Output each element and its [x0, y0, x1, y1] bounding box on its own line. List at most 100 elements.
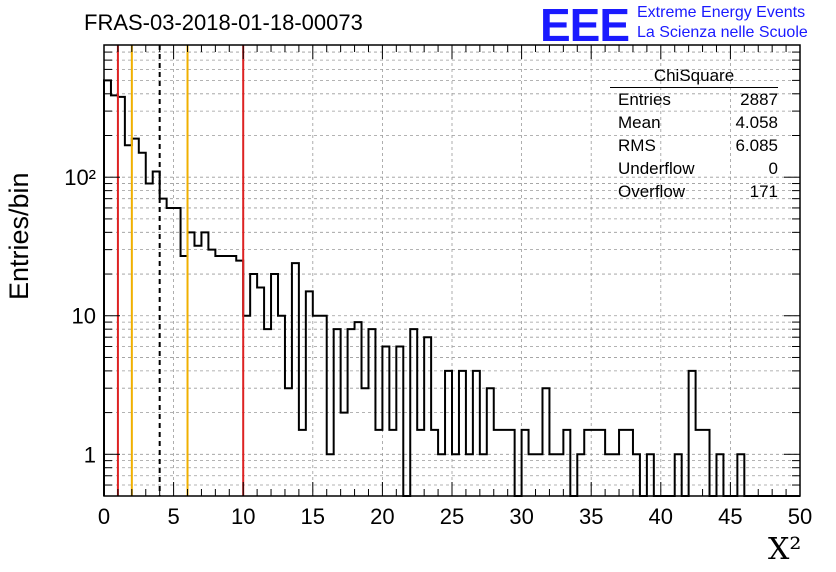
y-tick-label: 10: [72, 304, 96, 329]
histogram-bin: [341, 413, 348, 496]
histogram-bin: [494, 430, 501, 496]
histogram-bin: [375, 430, 382, 496]
stats-value: 4.058: [735, 113, 778, 132]
stats-row: Overflow 171: [610, 180, 778, 203]
histogram-bin: [647, 454, 654, 496]
chart-title: FRAS-03-2018-01-18-00073: [84, 10, 363, 35]
histogram-bin: [598, 430, 605, 496]
histogram-bin: [299, 430, 306, 496]
histogram-bin: [104, 80, 111, 496]
histogram-bin: [529, 454, 536, 496]
stats-value: 2887: [740, 90, 778, 109]
stats-title: ChiSquare: [610, 66, 778, 88]
histogram-bin: [424, 337, 431, 496]
histogram-bin: [737, 454, 744, 496]
y-tick-label: 1: [84, 442, 96, 467]
stats-row: RMS 6.085: [610, 134, 778, 157]
histogram-bin: [236, 261, 243, 496]
histogram-bin: [459, 371, 466, 496]
histogram-bin: [452, 454, 459, 496]
histogram-bin: [591, 430, 598, 496]
histogram-bin: [368, 329, 375, 496]
stats-label: Mean: [618, 113, 661, 132]
histogram-bin: [153, 171, 160, 496]
histogram-bin: [292, 263, 299, 496]
histogram-bin: [577, 454, 584, 496]
histogram-bin: [716, 454, 723, 496]
histogram-bin: [410, 329, 417, 496]
histogram-bin: [703, 430, 710, 496]
histogram-bin: [118, 97, 125, 496]
histogram-bin: [675, 454, 682, 496]
histogram-bin: [626, 430, 633, 496]
threshold-lines: [116, 45, 245, 496]
x-tick-label: 20: [370, 504, 394, 529]
x-tick-label: 45: [718, 504, 742, 529]
stats-label: Overflow: [618, 182, 686, 201]
x-tick-label: 35: [579, 504, 603, 529]
histogram-bin: [362, 388, 369, 496]
histogram-bin: [473, 371, 480, 496]
histogram-bin: [438, 454, 445, 496]
histogram-bin: [320, 316, 327, 496]
stats-row: Entries 2887: [610, 88, 778, 111]
stats-label: Entries: [618, 90, 671, 109]
stats-row: Underflow 0: [610, 157, 778, 180]
x-tick-label: 10: [231, 504, 255, 529]
histogram-bin: [522, 430, 529, 496]
stats-value: 0: [768, 159, 778, 178]
y-axis-label: Entries/bin: [4, 172, 34, 300]
eee-logo: EEE: [540, 0, 630, 51]
stats-box: ChiSquare Entries 2887 Mean 4.058 RMS 6.…: [610, 66, 778, 203]
histogram-bin: [480, 454, 487, 496]
logo-line-1: Extreme Energy Events: [637, 4, 806, 21]
stats-value: 6.085: [735, 136, 778, 155]
histogram-bin: [382, 346, 389, 496]
axes: [103, 44, 801, 497]
histogram-bin: [542, 388, 549, 496]
x-tick-label: 25: [440, 504, 464, 529]
histogram-bin: [348, 329, 355, 496]
histogram-bin: [313, 316, 320, 496]
histogram-bin: [396, 346, 403, 496]
histogram-bin: [619, 430, 626, 496]
stats-value: 171: [749, 182, 778, 201]
histogram-bin: [188, 232, 195, 496]
x-tick-label: 50: [788, 504, 812, 529]
histogram-bin: [271, 274, 278, 496]
histogram-bin: [229, 256, 236, 496]
histogram-bin: [355, 322, 362, 496]
histogram-bin: [285, 388, 292, 496]
histogram-bin: [146, 184, 153, 496]
histogram-bin: [501, 430, 508, 496]
histogram-bin: [549, 454, 556, 496]
tick-labels: 0 5 10 15 20 25 30 35 40 45 50 1 10 10²: [64, 165, 812, 529]
histogram-bin: [257, 287, 264, 496]
histogram-bin: [334, 329, 341, 496]
x-tick-label: 30: [509, 504, 533, 529]
stats-row: Mean 4.058: [610, 111, 778, 134]
logo-line-2: La Scienza nelle Scuole: [637, 24, 808, 41]
histogram-bin: [139, 153, 146, 496]
y-tick-label: 10²: [64, 165, 96, 190]
histogram-bin: [563, 430, 570, 496]
histogram-bin: [215, 256, 222, 496]
histogram-bin: [174, 208, 181, 496]
histogram-bin: [696, 430, 703, 496]
x-tick-label: 15: [301, 504, 325, 529]
stats-label: RMS: [618, 136, 656, 155]
x-axis-label: X²: [768, 532, 802, 567]
histogram-bin: [389, 430, 396, 496]
x-tick-label: 40: [649, 504, 673, 529]
histogram-bin: [222, 256, 229, 496]
histogram-bin: [487, 388, 494, 496]
histogram-bin: [167, 208, 174, 496]
histogram-bin: [431, 430, 438, 496]
histogram-bin: [181, 256, 188, 496]
histogram-bin: [466, 454, 473, 496]
histogram-bin: [194, 246, 201, 496]
histogram-bin: [111, 95, 118, 496]
histogram-bin: [201, 232, 208, 496]
histogram-bin: [417, 430, 424, 496]
